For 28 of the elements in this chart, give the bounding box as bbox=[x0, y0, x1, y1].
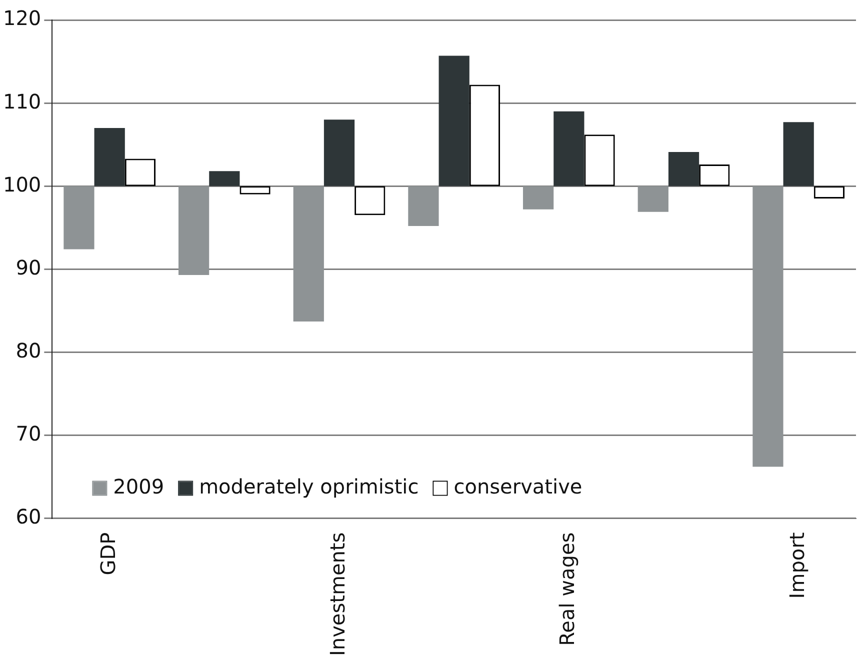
legend-label: moderately oprimistic bbox=[199, 474, 419, 498]
bar bbox=[783, 122, 814, 186]
bar bbox=[554, 111, 584, 186]
x-tick-label: Real wages bbox=[555, 532, 580, 646]
bar bbox=[209, 171, 240, 186]
bar bbox=[752, 186, 784, 467]
bar bbox=[94, 128, 125, 186]
bar bbox=[324, 120, 355, 186]
y-tick-label: 80 bbox=[16, 338, 42, 362]
y-tick-label: 90 bbox=[16, 255, 42, 280]
bar bbox=[64, 186, 94, 250]
x-tick-label: GDP bbox=[96, 532, 120, 576]
bar bbox=[178, 186, 210, 275]
x-tick-label: Investments bbox=[325, 532, 350, 656]
bar bbox=[668, 152, 700, 186]
y-tick-label: 70 bbox=[16, 421, 42, 446]
legend-label: 2009 bbox=[113, 474, 164, 498]
bar bbox=[293, 186, 324, 322]
bar bbox=[638, 186, 668, 212]
y-tick-label: 110 bbox=[2, 89, 42, 114]
y-tick-label: 100 bbox=[2, 172, 42, 196]
y-tick-label: 60 bbox=[16, 504, 42, 528]
legend-label: conservative bbox=[454, 474, 582, 498]
y-tick-label: 120 bbox=[2, 6, 42, 30]
bar bbox=[408, 186, 439, 226]
bar bbox=[522, 186, 554, 210]
bar bbox=[438, 56, 470, 186]
x-tick-label: Import bbox=[784, 532, 809, 599]
